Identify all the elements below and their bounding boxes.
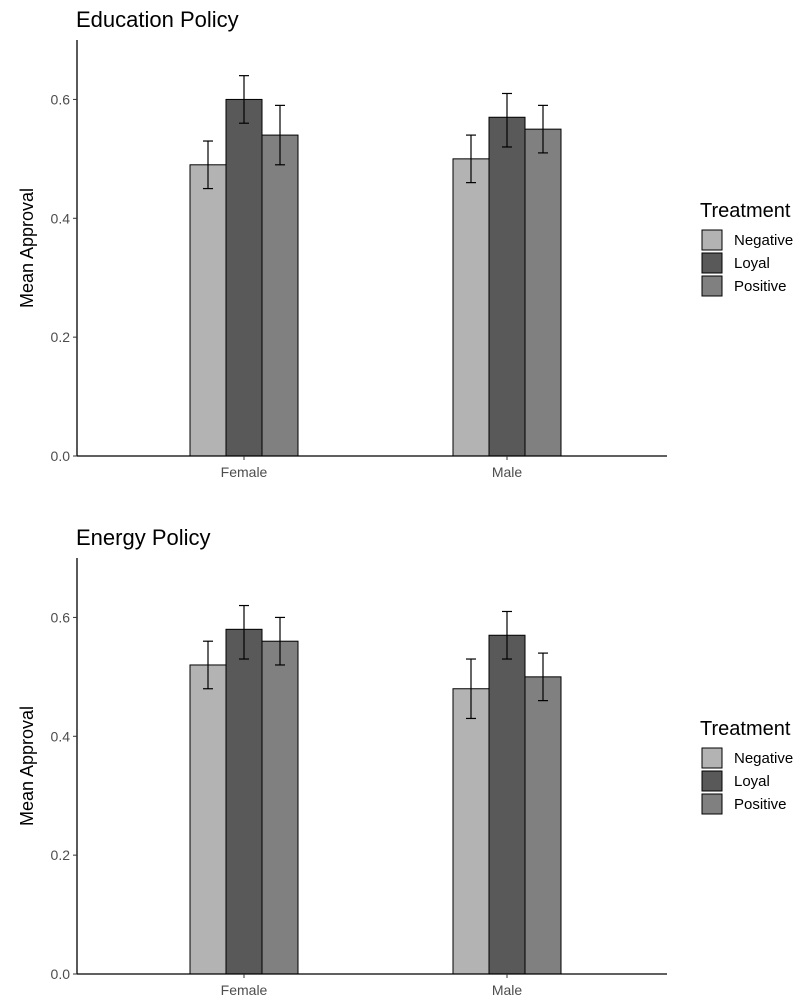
x-tick-label-male: Male bbox=[492, 464, 523, 480]
bar-loyal-female bbox=[225, 98, 263, 457]
y-tick-label: 0.2 bbox=[51, 847, 71, 863]
x-tick-label-female: Female bbox=[221, 464, 268, 480]
error-bar-loyal-male bbox=[502, 610, 512, 660]
error-bar-loyal-female bbox=[239, 75, 249, 124]
error-bar-positive-male bbox=[538, 652, 548, 702]
legend-title: Treatment bbox=[700, 718, 791, 740]
chart-panel-1: Education Policy Mean Approval 0.0 0.2 0.4 0.… bbox=[17, 7, 793, 480]
error-bar-positive-female bbox=[275, 104, 285, 166]
y-tick-label: 0.0 bbox=[51, 966, 71, 982]
legend-label-loyal: Loyal bbox=[734, 773, 770, 790]
legend-label-negative: Negative bbox=[734, 750, 793, 767]
legend-label-loyal: Loyal bbox=[734, 255, 770, 272]
legend-swatch-negative bbox=[701, 229, 723, 251]
legend-swatch-positive bbox=[701, 275, 723, 297]
legend-swatch-loyal bbox=[701, 252, 723, 274]
y-tick-label: 0.2 bbox=[51, 329, 71, 345]
bar-loyal-male bbox=[488, 634, 526, 975]
y-axis-label: Mean Approval bbox=[17, 706, 37, 826]
y-tick-label: 0.6 bbox=[51, 91, 71, 107]
bar-positive-male bbox=[524, 676, 562, 975]
y-tick-label: 0.4 bbox=[51, 210, 71, 226]
bar-negative-male bbox=[452, 158, 490, 457]
legend-label-negative: Negative bbox=[734, 232, 793, 249]
chart-title: Energy Policy bbox=[76, 525, 211, 550]
bar-negative-male bbox=[452, 688, 490, 975]
y-tick-label: 0.0 bbox=[51, 448, 71, 464]
y-axis-label: Mean Approval bbox=[17, 188, 37, 308]
error-bar-negative-female bbox=[203, 140, 213, 190]
error-bar-positive-male bbox=[538, 104, 548, 154]
legend-swatch-positive bbox=[701, 793, 723, 815]
chart-panel-2: Energy Policy Mean Approval 0.0 0.2 0.4 0.6 Fe… bbox=[17, 525, 793, 998]
error-bar-loyal-male bbox=[502, 92, 512, 148]
y-tick-label: 0.6 bbox=[51, 609, 71, 625]
error-bar-loyal-female bbox=[239, 604, 249, 660]
legend-label-positive: Positive bbox=[734, 278, 787, 295]
bar-negative-female bbox=[189, 664, 227, 975]
error-bar-positive-female bbox=[275, 616, 285, 666]
x-tick-label-male: Male bbox=[492, 982, 523, 998]
legend-label-positive: Positive bbox=[734, 796, 787, 813]
bar-positive-male bbox=[524, 128, 562, 457]
bar-positive-female bbox=[261, 134, 299, 457]
error-bar-negative-female bbox=[203, 640, 213, 690]
bar-negative-female bbox=[189, 164, 227, 457]
error-bar-negative-male bbox=[466, 658, 476, 720]
y-tick-label: 0.4 bbox=[51, 728, 71, 744]
legend-title: Treatment bbox=[700, 200, 791, 222]
legend-swatch-negative bbox=[701, 747, 723, 769]
error-bar-negative-male bbox=[466, 134, 476, 184]
bar-positive-female bbox=[261, 640, 299, 975]
legend-swatch-loyal bbox=[701, 770, 723, 792]
bar-loyal-male bbox=[488, 116, 526, 457]
legend: Treatment Negative Loyal Positive bbox=[700, 200, 793, 297]
bar-loyal-female bbox=[225, 628, 263, 975]
x-tick-label-female: Female bbox=[221, 982, 268, 998]
legend: Treatment Negative Loyal Positive bbox=[700, 718, 793, 815]
chart-title: Education Policy bbox=[76, 7, 239, 32]
